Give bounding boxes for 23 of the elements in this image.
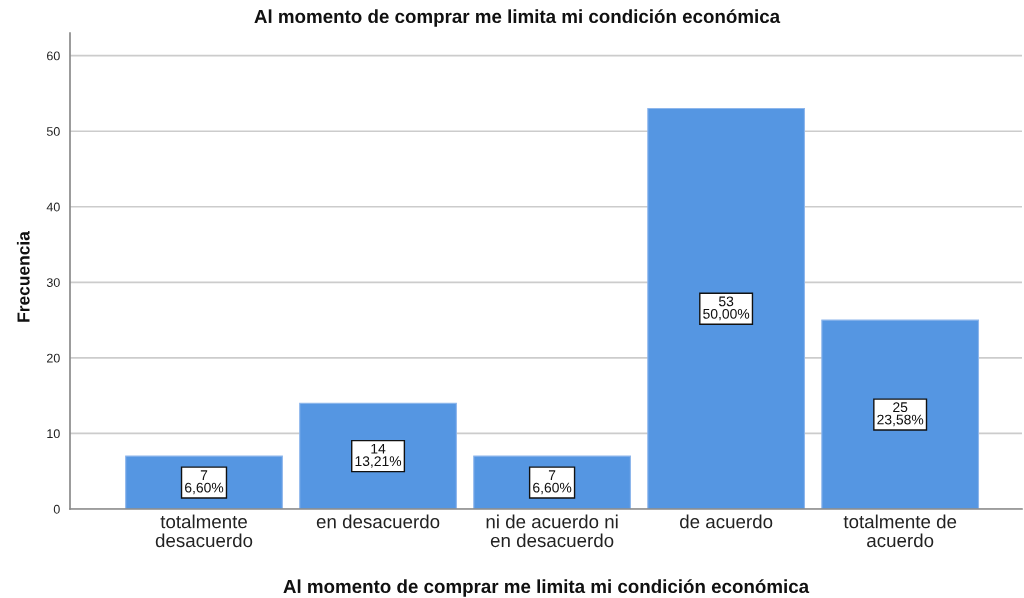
data-label: 7 6,60% <box>533 470 572 495</box>
x-tick-label: totalmente de acuerdo <box>843 514 957 548</box>
y-axis-title: Frecuencia <box>16 231 30 322</box>
x-tick-label: totalmente desacuerdo <box>155 514 253 548</box>
data-label: 53 50,00% <box>703 296 750 321</box>
x-tick-label: ni de acuerdo ni en desacuerdo <box>486 514 618 548</box>
y-tick-label: 20 <box>47 353 60 363</box>
data-label: 14 13,21% <box>355 443 402 468</box>
x-axis-title: Al momento de comprar me limita mi condición económica <box>283 579 810 597</box>
y-tick-label: 0 <box>53 504 60 514</box>
y-tick-label: 50 <box>46 127 60 136</box>
bar <box>299 402 457 509</box>
data-label: 25 23,58% <box>877 402 924 427</box>
data-label: 7 6,60% <box>185 470 224 495</box>
chart-title: Al momento de comprar me limita mi condición económica <box>254 9 781 27</box>
bar <box>647 108 806 509</box>
y-tick-label: 10 <box>47 429 60 439</box>
x-tick-label: de acuerdo <box>680 514 773 529</box>
y-tick-label: 30 <box>46 278 60 287</box>
y-tick-label: 60 <box>47 51 60 61</box>
bar <box>821 319 980 509</box>
y-tick-label: 40 <box>46 202 60 212</box>
x-tick-label: en desacuerdo <box>316 514 440 529</box>
